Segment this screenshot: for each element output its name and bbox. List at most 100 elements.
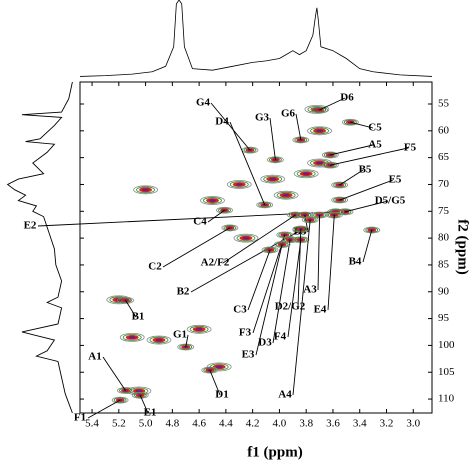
contour bbox=[216, 206, 233, 214]
cross-peak bbox=[111, 396, 129, 404]
cross-peak bbox=[273, 190, 299, 200]
cross-peak bbox=[331, 181, 349, 189]
contour bbox=[235, 183, 243, 186]
cross-peak bbox=[307, 126, 332, 136]
contour bbox=[333, 182, 347, 188]
leader-line bbox=[319, 97, 346, 111]
contour bbox=[133, 392, 147, 398]
x-tick-label: 4.6 bbox=[192, 418, 206, 430]
plot-frame bbox=[79, 81, 433, 414]
peak-label: F3 bbox=[239, 327, 252, 339]
contour bbox=[296, 170, 316, 178]
contour bbox=[201, 366, 219, 374]
leader-line bbox=[255, 244, 283, 356]
contour bbox=[331, 181, 349, 189]
peak-label: A2/F2 bbox=[201, 257, 230, 269]
contour bbox=[111, 396, 129, 404]
contour bbox=[236, 234, 256, 242]
contour bbox=[263, 175, 283, 183]
cross-peak bbox=[177, 343, 195, 351]
contour bbox=[321, 161, 339, 169]
peak-label: G3 bbox=[255, 112, 270, 124]
contour bbox=[269, 177, 277, 181]
contour bbox=[242, 236, 250, 240]
y-axis-label: f2 (ppm) bbox=[455, 219, 471, 274]
cross-peak bbox=[226, 180, 252, 189]
cross-peak bbox=[233, 233, 259, 243]
contour bbox=[363, 226, 381, 234]
peak-label: B2 bbox=[177, 286, 190, 298]
peak-label: D2/G2 bbox=[275, 301, 306, 313]
cross-peak bbox=[200, 196, 225, 205]
x-tick-label: 5.2 bbox=[112, 418, 126, 430]
peak-label: B4 bbox=[349, 256, 362, 268]
y-tick-label: 65 bbox=[438, 151, 450, 163]
contour bbox=[200, 196, 225, 205]
x-axis-label: f1 (ppm) bbox=[247, 444, 302, 460]
leader-line bbox=[87, 399, 121, 419]
contour bbox=[215, 365, 223, 369]
contour bbox=[233, 233, 259, 243]
f2-projection bbox=[6, 81, 73, 414]
leader-line bbox=[339, 169, 364, 186]
contour bbox=[304, 104, 330, 114]
contour bbox=[142, 188, 149, 192]
contour bbox=[203, 197, 222, 204]
contour bbox=[341, 118, 359, 126]
leader-line bbox=[229, 121, 266, 206]
peak-label: E2 bbox=[24, 220, 37, 232]
contour bbox=[128, 335, 136, 339]
contour bbox=[113, 397, 127, 403]
contour bbox=[223, 225, 237, 231]
y-tick-label: 100 bbox=[438, 339, 455, 351]
x-tick-label: 3.8 bbox=[299, 418, 313, 430]
cross-peak bbox=[117, 387, 134, 394]
leader-line bbox=[37, 211, 336, 227]
peak-label: C4 bbox=[193, 216, 207, 228]
contour bbox=[275, 241, 289, 248]
x-tick-label: 3.6 bbox=[326, 418, 340, 430]
y-tick-label: 110 bbox=[438, 393, 455, 405]
contour bbox=[282, 193, 290, 197]
peak-label: G4 bbox=[196, 97, 211, 109]
leader-line bbox=[339, 179, 394, 201]
contour bbox=[243, 147, 257, 153]
leader-line bbox=[210, 102, 251, 151]
contour bbox=[343, 119, 357, 125]
y-tick-label: 60 bbox=[438, 124, 450, 136]
leader-line bbox=[295, 113, 302, 141]
peak-label: A4 bbox=[278, 389, 292, 401]
y-tick-label: 95 bbox=[438, 312, 450, 324]
peak-label: E4 bbox=[314, 304, 327, 316]
contour bbox=[136, 186, 155, 194]
peak-label: G6 bbox=[281, 108, 296, 120]
x-tick-label: 3.0 bbox=[406, 418, 420, 430]
contour bbox=[365, 227, 379, 233]
cross-peak bbox=[260, 174, 286, 184]
contour bbox=[261, 246, 279, 254]
cross-peak bbox=[146, 335, 172, 345]
peak-label: A5 bbox=[368, 139, 382, 151]
x-tick-label: 5.0 bbox=[139, 418, 153, 430]
contour bbox=[256, 201, 274, 209]
contour bbox=[307, 126, 332, 136]
contour bbox=[177, 343, 195, 351]
leader-line bbox=[362, 229, 373, 263]
contour bbox=[276, 191, 296, 199]
x-tick-label: 4.2 bbox=[246, 418, 260, 430]
contour bbox=[323, 162, 337, 168]
leader-line bbox=[327, 215, 335, 311]
contour bbox=[292, 136, 310, 144]
contour bbox=[119, 332, 145, 342]
contour bbox=[263, 247, 277, 253]
contour bbox=[316, 161, 323, 165]
contour bbox=[260, 174, 286, 184]
peak-label: C5 bbox=[368, 122, 382, 134]
peak-label: G1 bbox=[173, 329, 187, 341]
y-tick-label: 80 bbox=[438, 232, 450, 244]
contour bbox=[293, 169, 319, 179]
contour bbox=[316, 129, 323, 133]
peak-label: D6 bbox=[340, 92, 354, 104]
leader-line bbox=[102, 356, 126, 391]
